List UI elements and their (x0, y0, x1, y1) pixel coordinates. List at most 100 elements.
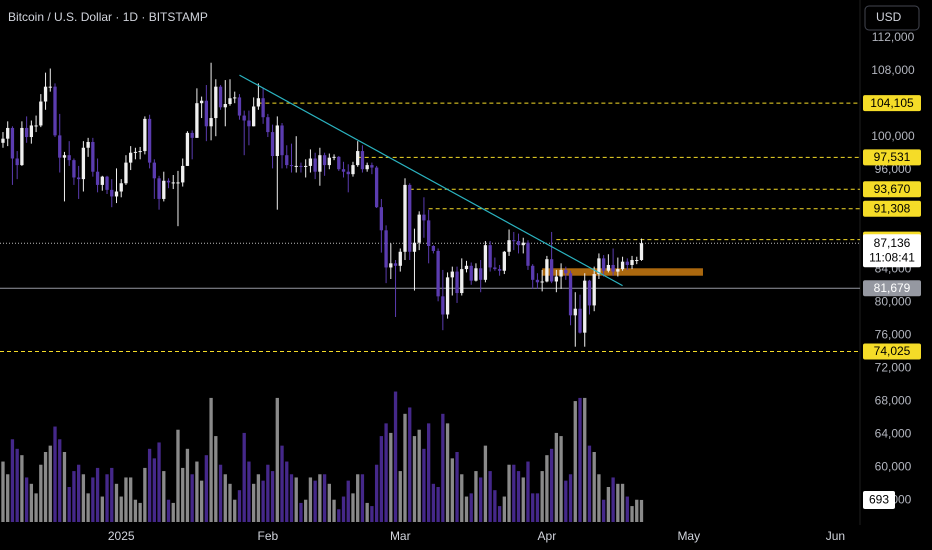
countdown-label: 11:08:41 (869, 250, 915, 264)
candle-body (171, 182, 175, 184)
candle-body (204, 100, 209, 127)
volume-bar (81, 474, 86, 522)
y-tick-label: 68,000 (875, 393, 912, 407)
candle-body (20, 127, 24, 166)
candle-body (422, 214, 426, 221)
candle-body (573, 308, 577, 316)
volume-bar (143, 467, 147, 522)
candle-body (1, 138, 5, 143)
y-tick-label: 80,000 (875, 294, 912, 308)
candle-body (549, 259, 554, 282)
candle-body (43, 86, 48, 102)
support-label-box (863, 280, 921, 297)
currency-button[interactable] (864, 5, 920, 31)
volume-bar (554, 432, 559, 522)
candle-body (318, 155, 322, 172)
candle-body (417, 214, 421, 243)
volume-bar (360, 474, 365, 522)
volume-bar (422, 448, 426, 522)
candle-body (304, 165, 308, 167)
candle-body (412, 242, 417, 252)
candle-body (630, 260, 634, 265)
candle-body (426, 220, 431, 246)
candle-body (351, 165, 355, 175)
candle-body (34, 125, 38, 127)
candle-body (564, 269, 568, 274)
candle-body (195, 103, 199, 138)
volume-bar (261, 480, 265, 522)
chart-title: Bitcoin / U.S. Dollar · 1D · BITSTAMP (8, 10, 208, 24)
candle-body (606, 264, 611, 271)
last-price-box (863, 234, 921, 268)
volume-bar (237, 490, 242, 522)
candle-body (39, 101, 43, 126)
volume-bar (67, 487, 71, 522)
volume-bar (583, 397, 587, 522)
candle-body (166, 180, 171, 183)
y-tick-label: 76,000 (875, 327, 912, 341)
volume-bar (460, 474, 464, 522)
level-label-box (863, 181, 921, 198)
candle-body (24, 127, 29, 138)
volume-bar (39, 464, 43, 522)
volume-bar (233, 499, 237, 522)
volume-bar (185, 448, 190, 522)
volume-bar (488, 471, 492, 522)
volume-bar (304, 499, 308, 522)
volume-bar (327, 483, 331, 522)
candle-body (535, 279, 540, 283)
volume-bar (426, 423, 431, 522)
candle-body (294, 165, 298, 167)
candle-body (455, 271, 459, 294)
candle-body (251, 106, 256, 127)
trendline (239, 74, 623, 287)
volume-bar (601, 499, 606, 522)
candle-body (143, 118, 147, 152)
candle-body (162, 180, 166, 199)
candle-body (370, 165, 374, 168)
x-tick-label: Jun (826, 529, 845, 543)
candle-body (601, 258, 606, 271)
volume-bar (322, 474, 327, 522)
volume-bar (337, 509, 341, 522)
candle-body (384, 230, 388, 268)
y-tick-label: 72,000 (875, 360, 912, 374)
candle-body (129, 152, 133, 163)
volume-bar (29, 483, 34, 522)
candle-body (337, 156, 341, 170)
candle-body (578, 308, 582, 333)
currency-label[interactable]: USD (876, 10, 902, 24)
candle-body (488, 245, 492, 268)
candle-body (592, 274, 596, 306)
x-tick-label: Apr (538, 529, 557, 543)
candle-body (389, 263, 393, 268)
volume-bar (389, 432, 393, 522)
candle-body (583, 280, 587, 333)
candle-body (620, 261, 625, 270)
volume-bar (374, 464, 379, 522)
volume-bar (332, 499, 336, 522)
candle-body (474, 268, 478, 281)
candle-body (209, 118, 213, 127)
volume-label-box (863, 490, 895, 509)
candle-body (374, 167, 379, 208)
level-label: 74,025 (874, 344, 911, 358)
x-tick-label: Mar (390, 529, 411, 543)
volume-bar (479, 477, 483, 522)
candle-body (124, 162, 128, 184)
candle-body (445, 277, 450, 315)
volume-bar (564, 480, 568, 522)
volume-bar (507, 464, 511, 522)
volume-bar (48, 445, 52, 522)
candle-body (356, 151, 360, 166)
volume-bar (408, 407, 412, 522)
volume-bar (129, 477, 133, 522)
candle-body (441, 296, 445, 315)
volume-bar (521, 477, 525, 522)
candle-body (479, 268, 483, 280)
candle-body (86, 141, 90, 148)
x-tick-label: 2025 (108, 529, 135, 543)
x-tick-label: Feb (257, 529, 278, 543)
candle-body (185, 132, 190, 166)
volume-bar (308, 477, 313, 522)
